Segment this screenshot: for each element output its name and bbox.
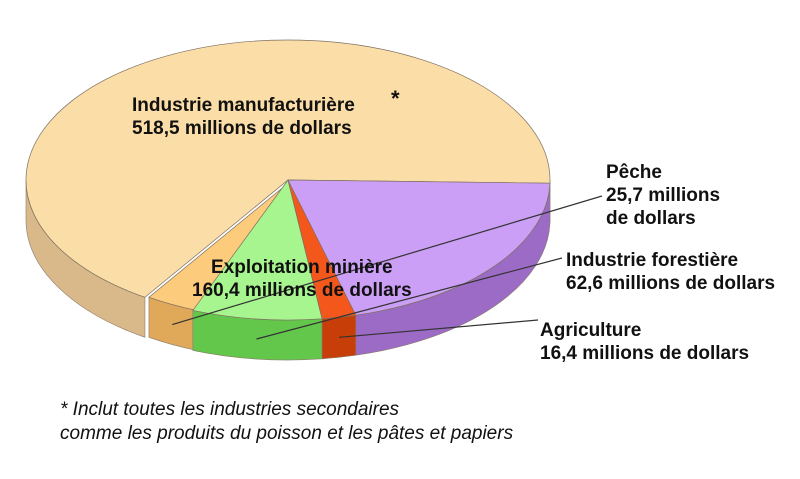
label-exploitation-miniere-value: 160,4 millions de dollars [192,279,412,302]
footnote-line-2: comme les produits du poisson et les pât… [60,422,513,446]
label-peche-value-2: de dollars [606,207,720,230]
label-exploitation-miniere: Exploitation minière 160,4 millions de d… [192,256,412,302]
label-peche: Pêche 25,7 millions de dollars [606,161,720,230]
label-agriculture-value: 16,4 millions de dollars [540,342,749,365]
label-agriculture: Agriculture 16,4 millions de dollars [540,319,749,365]
label-industrie-forestiere-name: Industrie forestière [566,249,775,272]
label-industrie-manufacturiere: Industrie manufacturière 518,5 millions … [132,94,355,140]
asterisk-mark: * [391,86,400,112]
footnote: * Inclut toutes les industries secondair… [60,398,513,446]
label-agriculture-name: Agriculture [540,319,749,342]
label-exploitation-miniere-name: Exploitation minière [192,256,412,279]
label-peche-value-1: 25,7 millions [606,184,720,207]
label-industrie-forestiere: Industrie forestière 62,6 millions de do… [566,249,775,295]
label-industrie-forestiere-value: 62,6 millions de dollars [566,272,775,295]
label-industrie-manufacturiere-value: 518,5 millions de dollars [132,117,355,140]
footnote-line-1: * Inclut toutes les industries secondair… [60,398,513,422]
label-peche-name: Pêche [606,161,720,184]
slice-side-agriculture [322,315,356,359]
label-industrie-manufacturiere-name: Industrie manufacturière [132,94,355,117]
